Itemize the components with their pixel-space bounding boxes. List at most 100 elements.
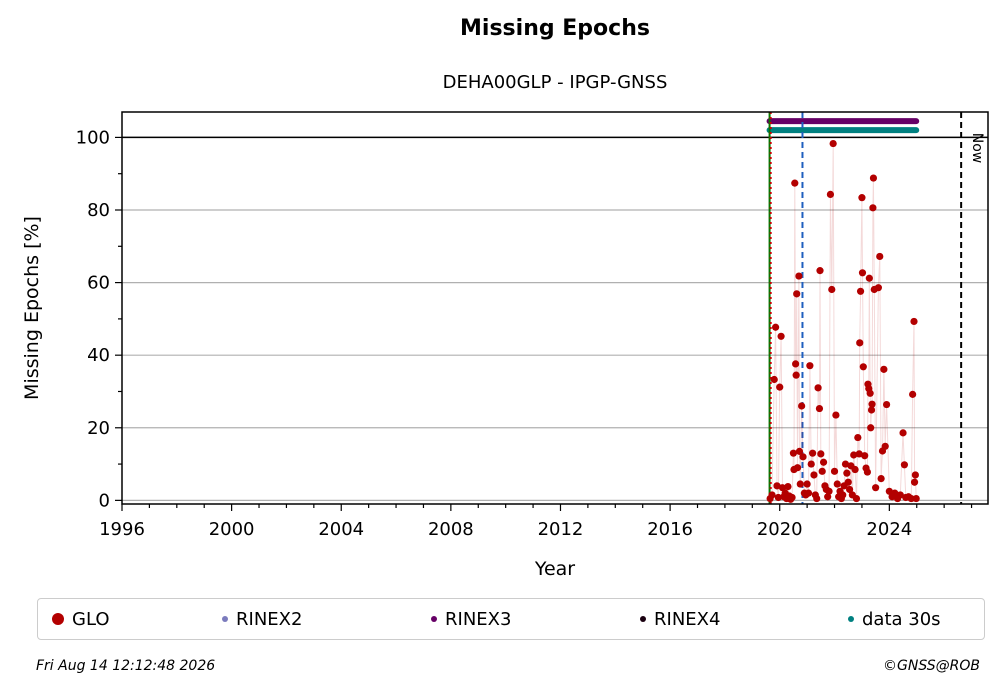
data-point-glo <box>911 471 919 479</box>
data-point-glo <box>851 465 859 474</box>
legend-marker-glo <box>52 613 64 625</box>
data-point-glo <box>792 371 800 379</box>
data-point-glo <box>866 389 874 397</box>
data-point-glo <box>867 406 876 414</box>
chart-subtitle: DEHA00GLP - IPGP-GNSS <box>442 72 668 93</box>
data-point-glo <box>773 482 781 490</box>
data-point-glo <box>830 467 839 475</box>
data-point-glo <box>846 485 854 494</box>
x-tick-label: 1996 <box>99 519 145 540</box>
data-point-glo <box>796 480 804 488</box>
y-tick-label: 60 <box>87 273 110 294</box>
x-tick-label: 2016 <box>647 519 693 540</box>
data-point-glo <box>839 491 847 499</box>
legend-item-data-30s: data 30s <box>848 599 941 639</box>
legend-marker-rinex2 <box>222 616 228 622</box>
data-point-glo <box>907 494 915 503</box>
data-point-glo <box>828 285 836 294</box>
legend-marker-data-30s <box>848 616 854 622</box>
data-point-glo <box>881 442 889 450</box>
data-point-glo <box>803 480 811 488</box>
data-point-glo <box>883 400 891 409</box>
x-tick-label: 2000 <box>209 519 255 540</box>
x-tick-label: 2012 <box>538 519 584 540</box>
data-point-glo <box>826 190 835 198</box>
data-point-glo <box>910 317 918 326</box>
data-point-glo <box>856 287 865 295</box>
data-point-glo <box>869 204 877 212</box>
data-point-glo <box>865 274 873 282</box>
plot-frame <box>121 111 989 505</box>
data-point-glo <box>861 452 869 460</box>
data-point-glo <box>863 468 872 476</box>
data-point-glo <box>841 460 850 468</box>
data-point-glo <box>877 474 885 483</box>
data-point-glo <box>844 478 852 486</box>
data-point-glo <box>858 194 866 202</box>
data-point-glo <box>818 467 826 475</box>
data-point-glo <box>768 491 776 499</box>
data-point-glo <box>770 375 778 384</box>
data-point-glo <box>817 450 825 458</box>
data-point-glo <box>876 252 884 261</box>
data-point-glo <box>816 267 824 275</box>
data-point-glo <box>806 362 814 370</box>
data-point-glo <box>855 450 863 458</box>
data-point-glo <box>814 384 822 392</box>
legend-item-rinex3: RINEX3 <box>431 599 511 639</box>
legend-item-rinex2: RINEX2 <box>222 599 302 639</box>
data-point-glo <box>833 480 841 488</box>
data-point-glo <box>880 365 888 373</box>
data-point-glo <box>891 489 899 497</box>
data-point-glo <box>815 404 824 413</box>
chart-legend: GLO RINEX2 RINEX3 RINEX4 data 30s <box>37 598 985 640</box>
data-point-glo <box>867 424 875 432</box>
x-tick-label: 2008 <box>428 519 474 540</box>
data-point-glo <box>859 363 867 371</box>
data-point-glo <box>793 464 802 472</box>
now-label: Now <box>969 133 985 164</box>
data-point-glo <box>885 487 893 495</box>
data-point-glo <box>777 332 785 340</box>
data-point-glo <box>868 400 876 408</box>
data-point-glo <box>793 290 801 298</box>
data-point-glo <box>819 458 828 466</box>
x-tick-label: 2020 <box>757 519 803 540</box>
y-tick-label: 0 <box>99 490 110 511</box>
data-point-glo <box>813 494 821 503</box>
data-point-glo <box>825 487 833 495</box>
data-point-glo <box>784 482 792 491</box>
data-point-glo <box>772 323 780 331</box>
data-point-glo <box>910 478 919 486</box>
y-tick-label: 20 <box>87 418 110 439</box>
data-point-glo <box>852 494 861 503</box>
footer-copyright: ©GNSS@ROB <box>883 658 980 674</box>
data-point-glo <box>829 139 837 148</box>
data-point-glo <box>896 491 904 499</box>
legend-item-rinex4: RINEX4 <box>640 599 720 639</box>
y-tick-label: 40 <box>87 345 110 366</box>
data-point-glo <box>778 484 787 492</box>
data-point-glo <box>795 447 804 455</box>
data-point-glo <box>900 461 909 469</box>
x-tick-label: 2004 <box>318 519 364 540</box>
series-line-glo <box>769 143 917 501</box>
legend-marker-rinex3 <box>431 616 437 622</box>
data-point-glo <box>856 339 864 347</box>
data-point-glo <box>874 284 882 292</box>
legend-label-rinex3: RINEX3 <box>445 608 512 630</box>
y-axis-label: Missing Epochs [%] <box>21 216 43 400</box>
data-point-glo <box>792 360 800 368</box>
data-point-glo <box>809 449 817 457</box>
data-point-glo <box>850 451 858 459</box>
data-point-glo <box>788 493 796 502</box>
legend-label-rinex4: RINEX4 <box>654 608 721 630</box>
data-point-glo <box>909 390 917 398</box>
data-point-glo <box>807 460 815 468</box>
chart-title: Missing Epochs <box>460 16 650 41</box>
data-point-glo <box>791 179 799 187</box>
data-point-glo <box>804 489 813 497</box>
data-point-glo <box>795 272 803 280</box>
legend-label-glo: GLO <box>72 608 110 630</box>
